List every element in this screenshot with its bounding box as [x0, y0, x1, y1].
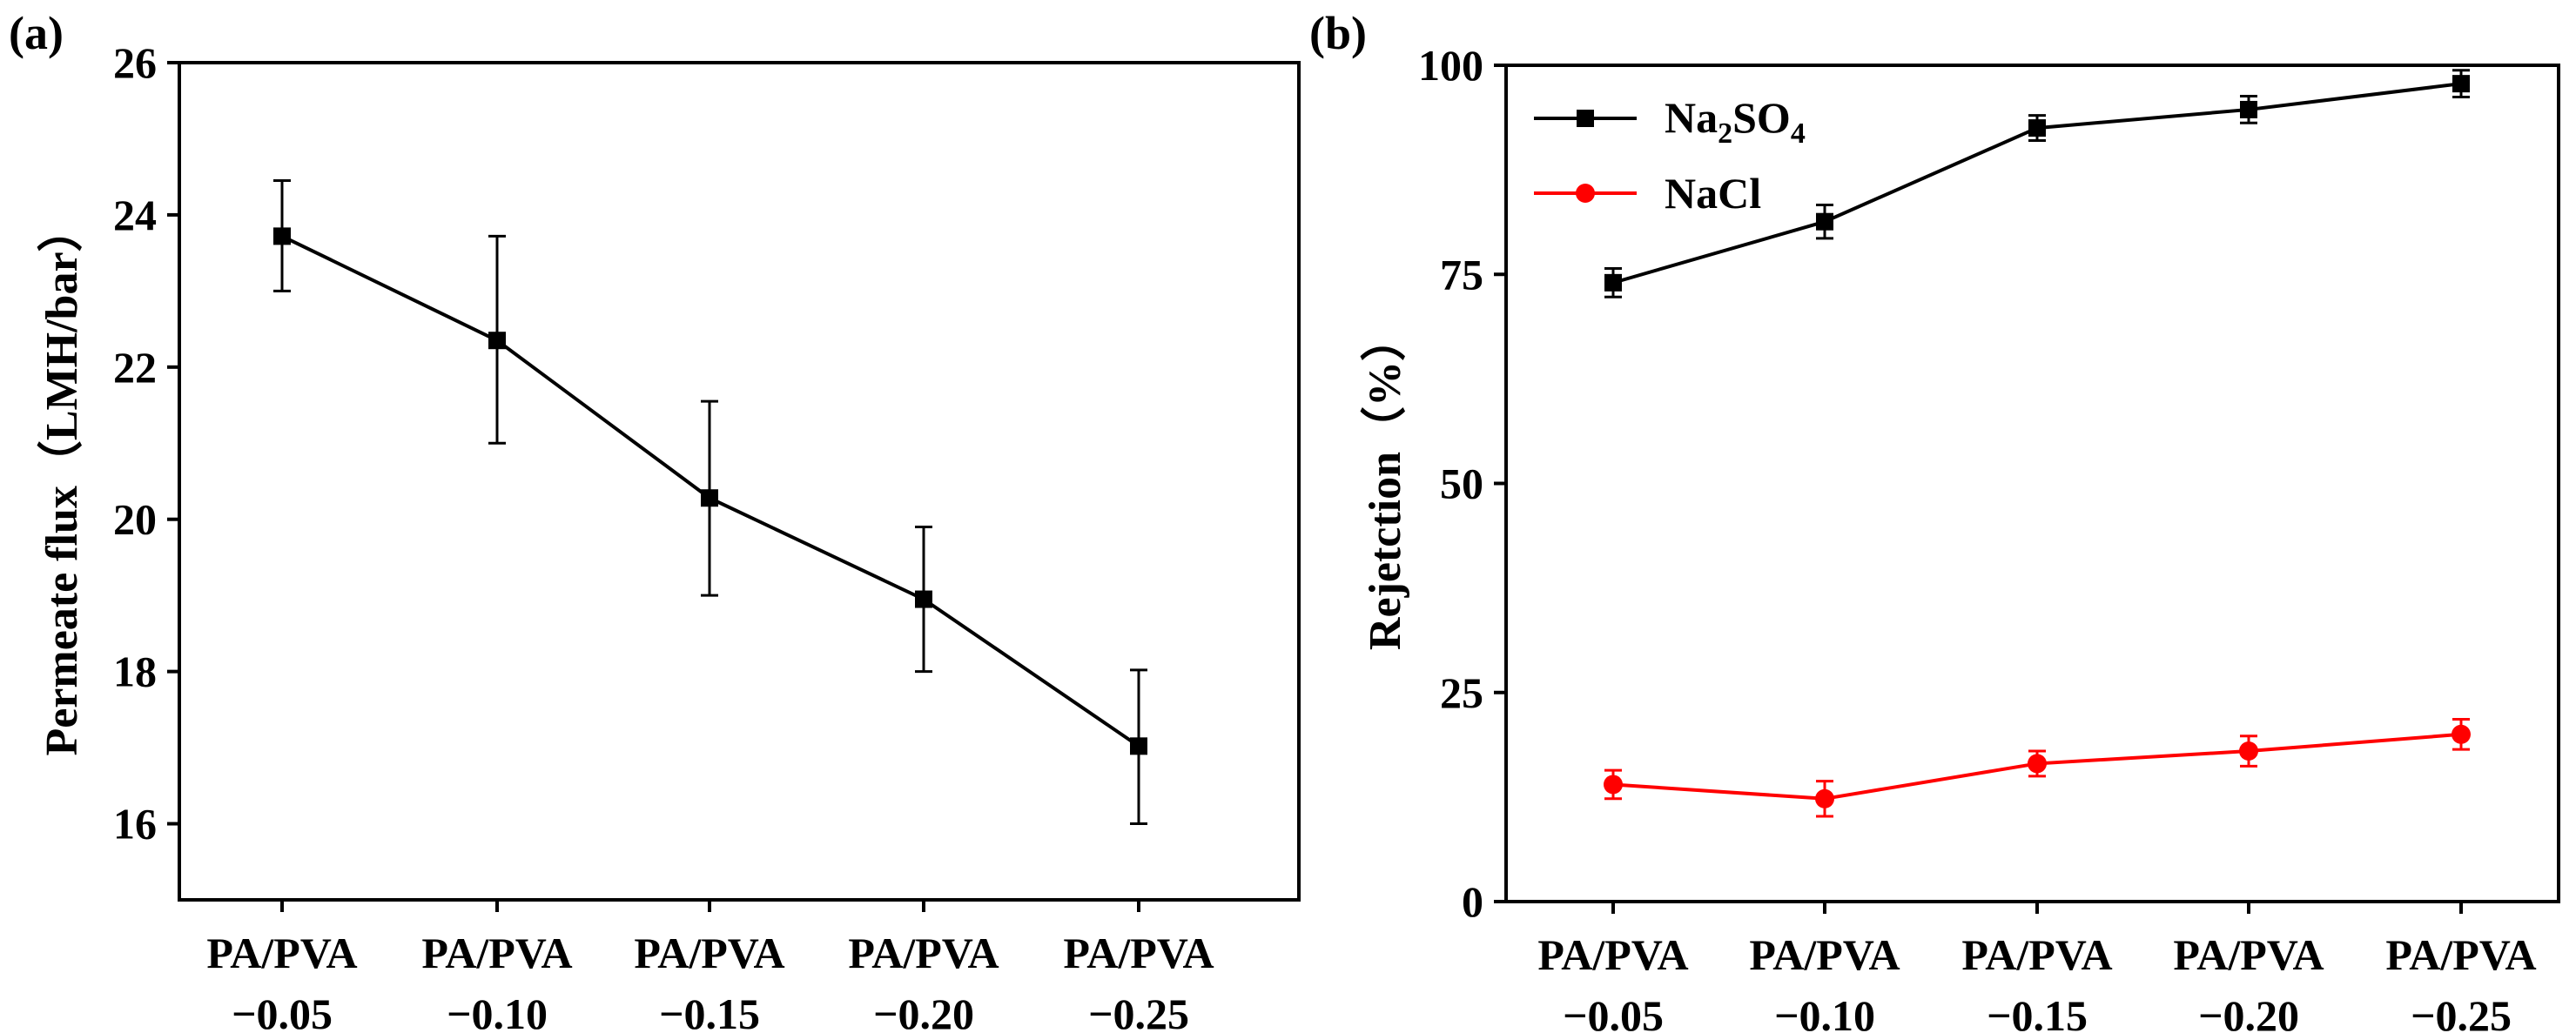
- b-x-tick-label-line1-3: PA/PVA: [2173, 930, 2324, 979]
- b-point-nacl-0: [1604, 775, 1623, 795]
- b-series-nacl: [1604, 718, 2471, 818]
- b-y-tick-label-50: 50: [1440, 459, 1483, 508]
- b-x-tick-label-line1-2: PA/PVA: [1961, 930, 2112, 979]
- legend-marker-nacl: [1576, 184, 1595, 203]
- legend-marker-na2so4: [1577, 110, 1594, 127]
- panel-a-plot-frame: [178, 61, 1301, 902]
- b-x-tick-label-line1-1: PA/PVA: [1749, 930, 1900, 979]
- a-y-tick-label-22: 22: [113, 343, 157, 392]
- a-point-permeateflux-2: [701, 489, 718, 507]
- b-y-tick-label-75: 75: [1440, 250, 1483, 298]
- b-x-tick-label-line2-4: −0.25: [2411, 991, 2512, 1033]
- b-point-na2so4-1: [1816, 212, 1833, 231]
- a-point-permeateflux-3: [915, 590, 932, 608]
- a-point-permeateflux-4: [1130, 737, 1147, 755]
- b-x-tick-label-line1-4: PA/PVA: [2385, 930, 2536, 979]
- panel-b-rejection-chart: (b) 0 25 50 75 100 PA/PVA −0.05 PA/PVA −0.10 PA/…: [1309, 7, 2560, 1033]
- b-x-tick-label-line2-2: −0.15: [1987, 991, 2088, 1033]
- b-point-na2so4-0: [1604, 273, 1622, 292]
- a-point-permeateflux-0: [273, 227, 291, 245]
- b-y-tick-label-0: 0: [1462, 877, 1483, 926]
- panel-b-label: (b): [1309, 7, 1367, 59]
- a-x-tick-label-line1-1: PA/PVA: [421, 929, 572, 977]
- a-x-tick-label-line1-0: PA/PVA: [206, 929, 357, 977]
- b-point-na2so4-3: [2240, 100, 2257, 118]
- panel-a-label: (a): [9, 7, 64, 59]
- a-x-tick-label-line2-3: −0.20: [873, 989, 974, 1033]
- b-point-na2so4-4: [2452, 75, 2470, 93]
- legend-item-nacl: NaCl: [1534, 169, 1761, 218]
- a-x-tick-label-line1-3: PA/PVA: [848, 929, 999, 977]
- a-x-tick-label-line1-4: PA/PVA: [1063, 929, 1214, 977]
- panel-b-legend: Na2SO4 NaCl: [1534, 93, 1806, 218]
- a-y-tick-label-24: 24: [113, 191, 157, 239]
- b-y-tick-label-100: 100: [1418, 41, 1483, 90]
- a-x-tick-label-line2-2: −0.15: [659, 989, 760, 1033]
- a-y-tick-label-20: 20: [113, 495, 157, 544]
- a-point-permeateflux-1: [488, 332, 506, 350]
- a-series-permeateflux: [273, 179, 1147, 826]
- b-x-tick-label-line2-0: −0.05: [1563, 991, 1664, 1033]
- legend-item-na2so4: Na2SO4: [1534, 93, 1806, 150]
- b-point-nacl-2: [2028, 754, 2047, 774]
- b-x-tick-label-line1-0: PA/PVA: [1537, 930, 1688, 979]
- a-x-tick-label-line2-1: −0.10: [447, 989, 548, 1033]
- b-x-tick-label-line2-1: −0.10: [1774, 991, 1875, 1033]
- a-y-tick-label-26: 26: [113, 38, 157, 87]
- a-x-tick-label-line1-2: PA/PVA: [634, 929, 784, 977]
- b-point-na2so4-2: [2028, 119, 2046, 138]
- panel-a-y-axis-label: Permeate flux（LMH/bar）: [37, 206, 87, 755]
- b-series-na2so4: [1604, 69, 2470, 298]
- b-point-nacl-1: [1815, 788, 1834, 808]
- b-point-nacl-4: [2452, 724, 2471, 744]
- a-y-tick-label-16: 16: [113, 800, 157, 849]
- b-x-tick-label-line2-3: −0.20: [2198, 991, 2299, 1033]
- b-point-nacl-3: [2239, 741, 2258, 761]
- panel-b-y-axis-label: Rejetction（%）: [1360, 316, 1410, 650]
- b-y-tick-label-25: 25: [1440, 668, 1483, 717]
- a-x-tick-label-line2-0: −0.05: [232, 989, 333, 1033]
- legend-label-na2so4: Na2SO4: [1665, 93, 1806, 150]
- a-x-tick-label-line2-4: −0.25: [1088, 989, 1189, 1033]
- a-y-tick-label-18: 18: [113, 647, 157, 696]
- legend-label-nacl: NaCl: [1665, 169, 1761, 218]
- panel-a-flux-chart: (a) 16 18 20 22 24 26 PA/PVA −0.05 PA/PVA −0.10 P…: [9, 7, 1301, 1033]
